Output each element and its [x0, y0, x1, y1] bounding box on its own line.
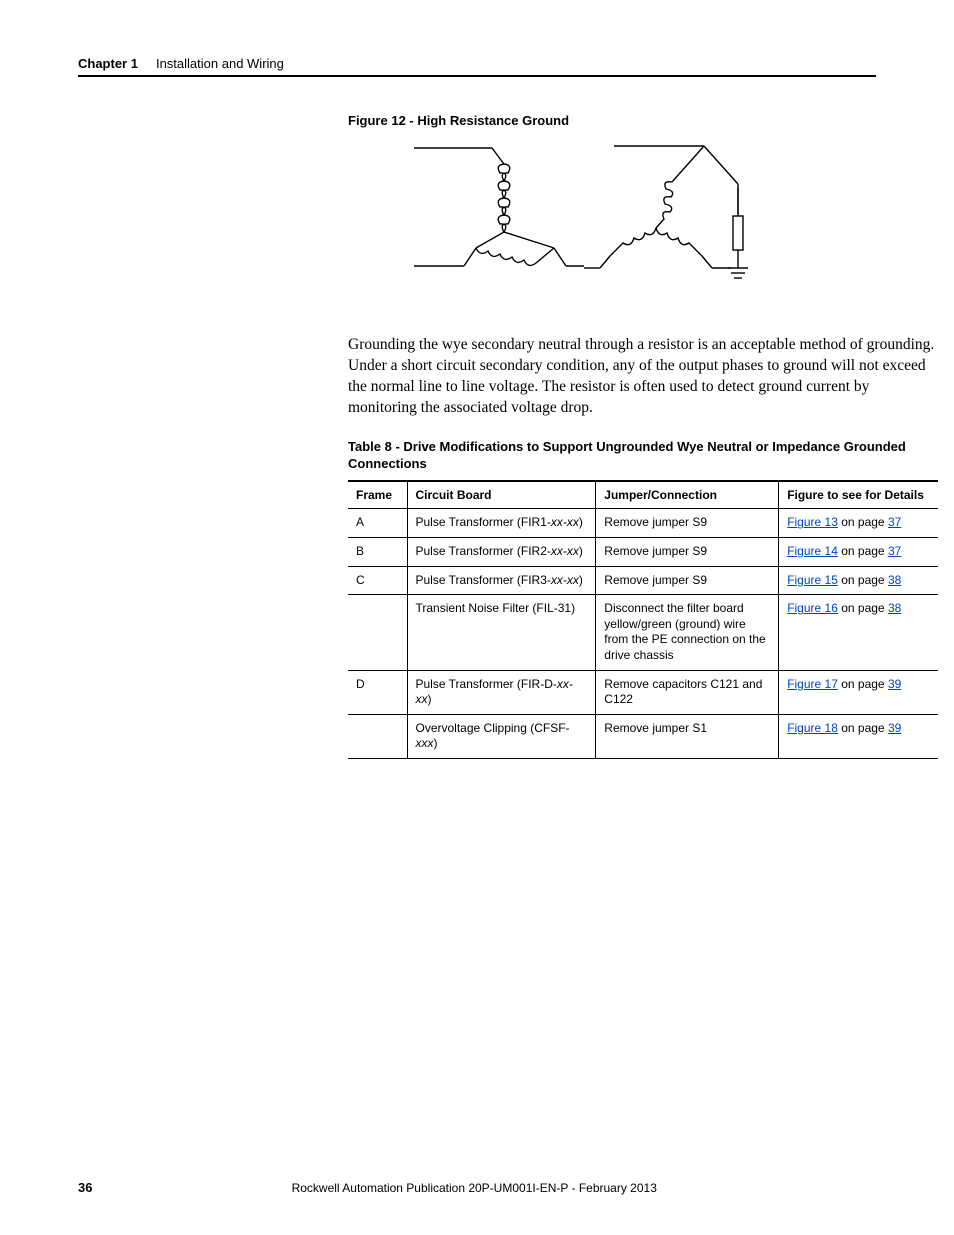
cell-frame [348, 595, 407, 670]
figure-link[interactable]: Figure 13 [787, 515, 838, 529]
page-header: Chapter 1 Installation and Wiring [78, 56, 876, 77]
cell-figure: Figure 14 on page 37 [779, 538, 938, 567]
cell-board: Overvoltage Clipping (CFSF-xxx) [407, 714, 596, 758]
col-jumper: Jumper/Connection [596, 481, 779, 509]
figure-caption: Figure 12 - High Resistance Ground [348, 113, 938, 128]
page-link[interactable]: 39 [888, 677, 901, 691]
figure-link[interactable]: Figure 17 [787, 677, 838, 691]
col-figure: Figure to see for Details [779, 481, 938, 509]
page-link[interactable]: 37 [888, 515, 901, 529]
page-link[interactable]: 37 [888, 544, 901, 558]
table-row: A Pulse Transformer (FIR1-xx-xx) Remove … [348, 509, 938, 538]
cell-jumper: Remove jumper S9 [596, 509, 779, 538]
col-board: Circuit Board [407, 481, 596, 509]
table-row: Transient Noise Filter (FIL-31) Disconne… [348, 595, 938, 670]
cell-frame: A [348, 509, 407, 538]
cell-board: Pulse Transformer (FIR-D-xx-xx) [407, 670, 596, 714]
page-number: 36 [78, 1180, 92, 1195]
cell-board: Transient Noise Filter (FIL-31) [407, 595, 596, 670]
figure-link[interactable]: Figure 15 [787, 573, 838, 587]
table-caption: Table 8 - Drive Modifications to Support… [348, 439, 938, 473]
cell-figure: Figure 13 on page 37 [779, 509, 938, 538]
main-content: Figure 12 - High Resistance Ground [348, 113, 938, 759]
table-row: B Pulse Transformer (FIR2-xx-xx) Remove … [348, 538, 938, 567]
cell-frame: B [348, 538, 407, 567]
table-row: Overvoltage Clipping (CFSF-xxx) Remove j… [348, 714, 938, 758]
page-link[interactable]: 39 [888, 721, 901, 735]
cell-frame: D [348, 670, 407, 714]
cell-board: Pulse Transformer (FIR1-xx-xx) [407, 509, 596, 538]
chapter-title: Installation and Wiring [156, 56, 284, 71]
page-link[interactable]: 38 [888, 573, 901, 587]
cell-figure: Figure 16 on page 38 [779, 595, 938, 670]
cell-frame: C [348, 566, 407, 595]
cell-figure: Figure 17 on page 39 [779, 670, 938, 714]
cell-jumper: Disconnect the filter board yellow/green… [596, 595, 779, 670]
cell-board: Pulse Transformer (FIR3-xx-xx) [407, 566, 596, 595]
publication-id: Rockwell Automation Publication 20P-UM00… [92, 1181, 856, 1195]
figure-link[interactable]: Figure 14 [787, 544, 838, 558]
page-link[interactable]: 38 [888, 601, 901, 615]
figure-link[interactable]: Figure 16 [787, 601, 838, 615]
cell-figure: Figure 15 on page 38 [779, 566, 938, 595]
col-frame: Frame [348, 481, 407, 509]
cell-jumper: Remove jumper S9 [596, 566, 779, 595]
cell-frame [348, 714, 407, 758]
cell-jumper: Remove jumper S1 [596, 714, 779, 758]
modifications-table: Frame Circuit Board Jumper/Connection Fi… [348, 480, 938, 759]
page-footer: 36 Rockwell Automation Publication 20P-U… [78, 1180, 876, 1195]
cell-figure: Figure 18 on page 39 [779, 714, 938, 758]
page: Chapter 1 Installation and Wiring Figure… [0, 0, 954, 1235]
cell-jumper: Remove jumper S9 [596, 538, 779, 567]
high-resistance-ground-diagram [404, 136, 764, 306]
figure-link[interactable]: Figure 18 [787, 721, 838, 735]
chapter-label: Chapter 1 [78, 56, 138, 71]
body-paragraph: Grounding the wye secondary neutral thro… [348, 335, 938, 419]
cell-jumper: Remove capacitors C121 and C122 [596, 670, 779, 714]
table-row: D Pulse Transformer (FIR-D-xx-xx) Remove… [348, 670, 938, 714]
cell-board: Pulse Transformer (FIR2-xx-xx) [407, 538, 596, 567]
table-row: C Pulse Transformer (FIR3-xx-xx) Remove … [348, 566, 938, 595]
table-header-row: Frame Circuit Board Jumper/Connection Fi… [348, 481, 938, 509]
